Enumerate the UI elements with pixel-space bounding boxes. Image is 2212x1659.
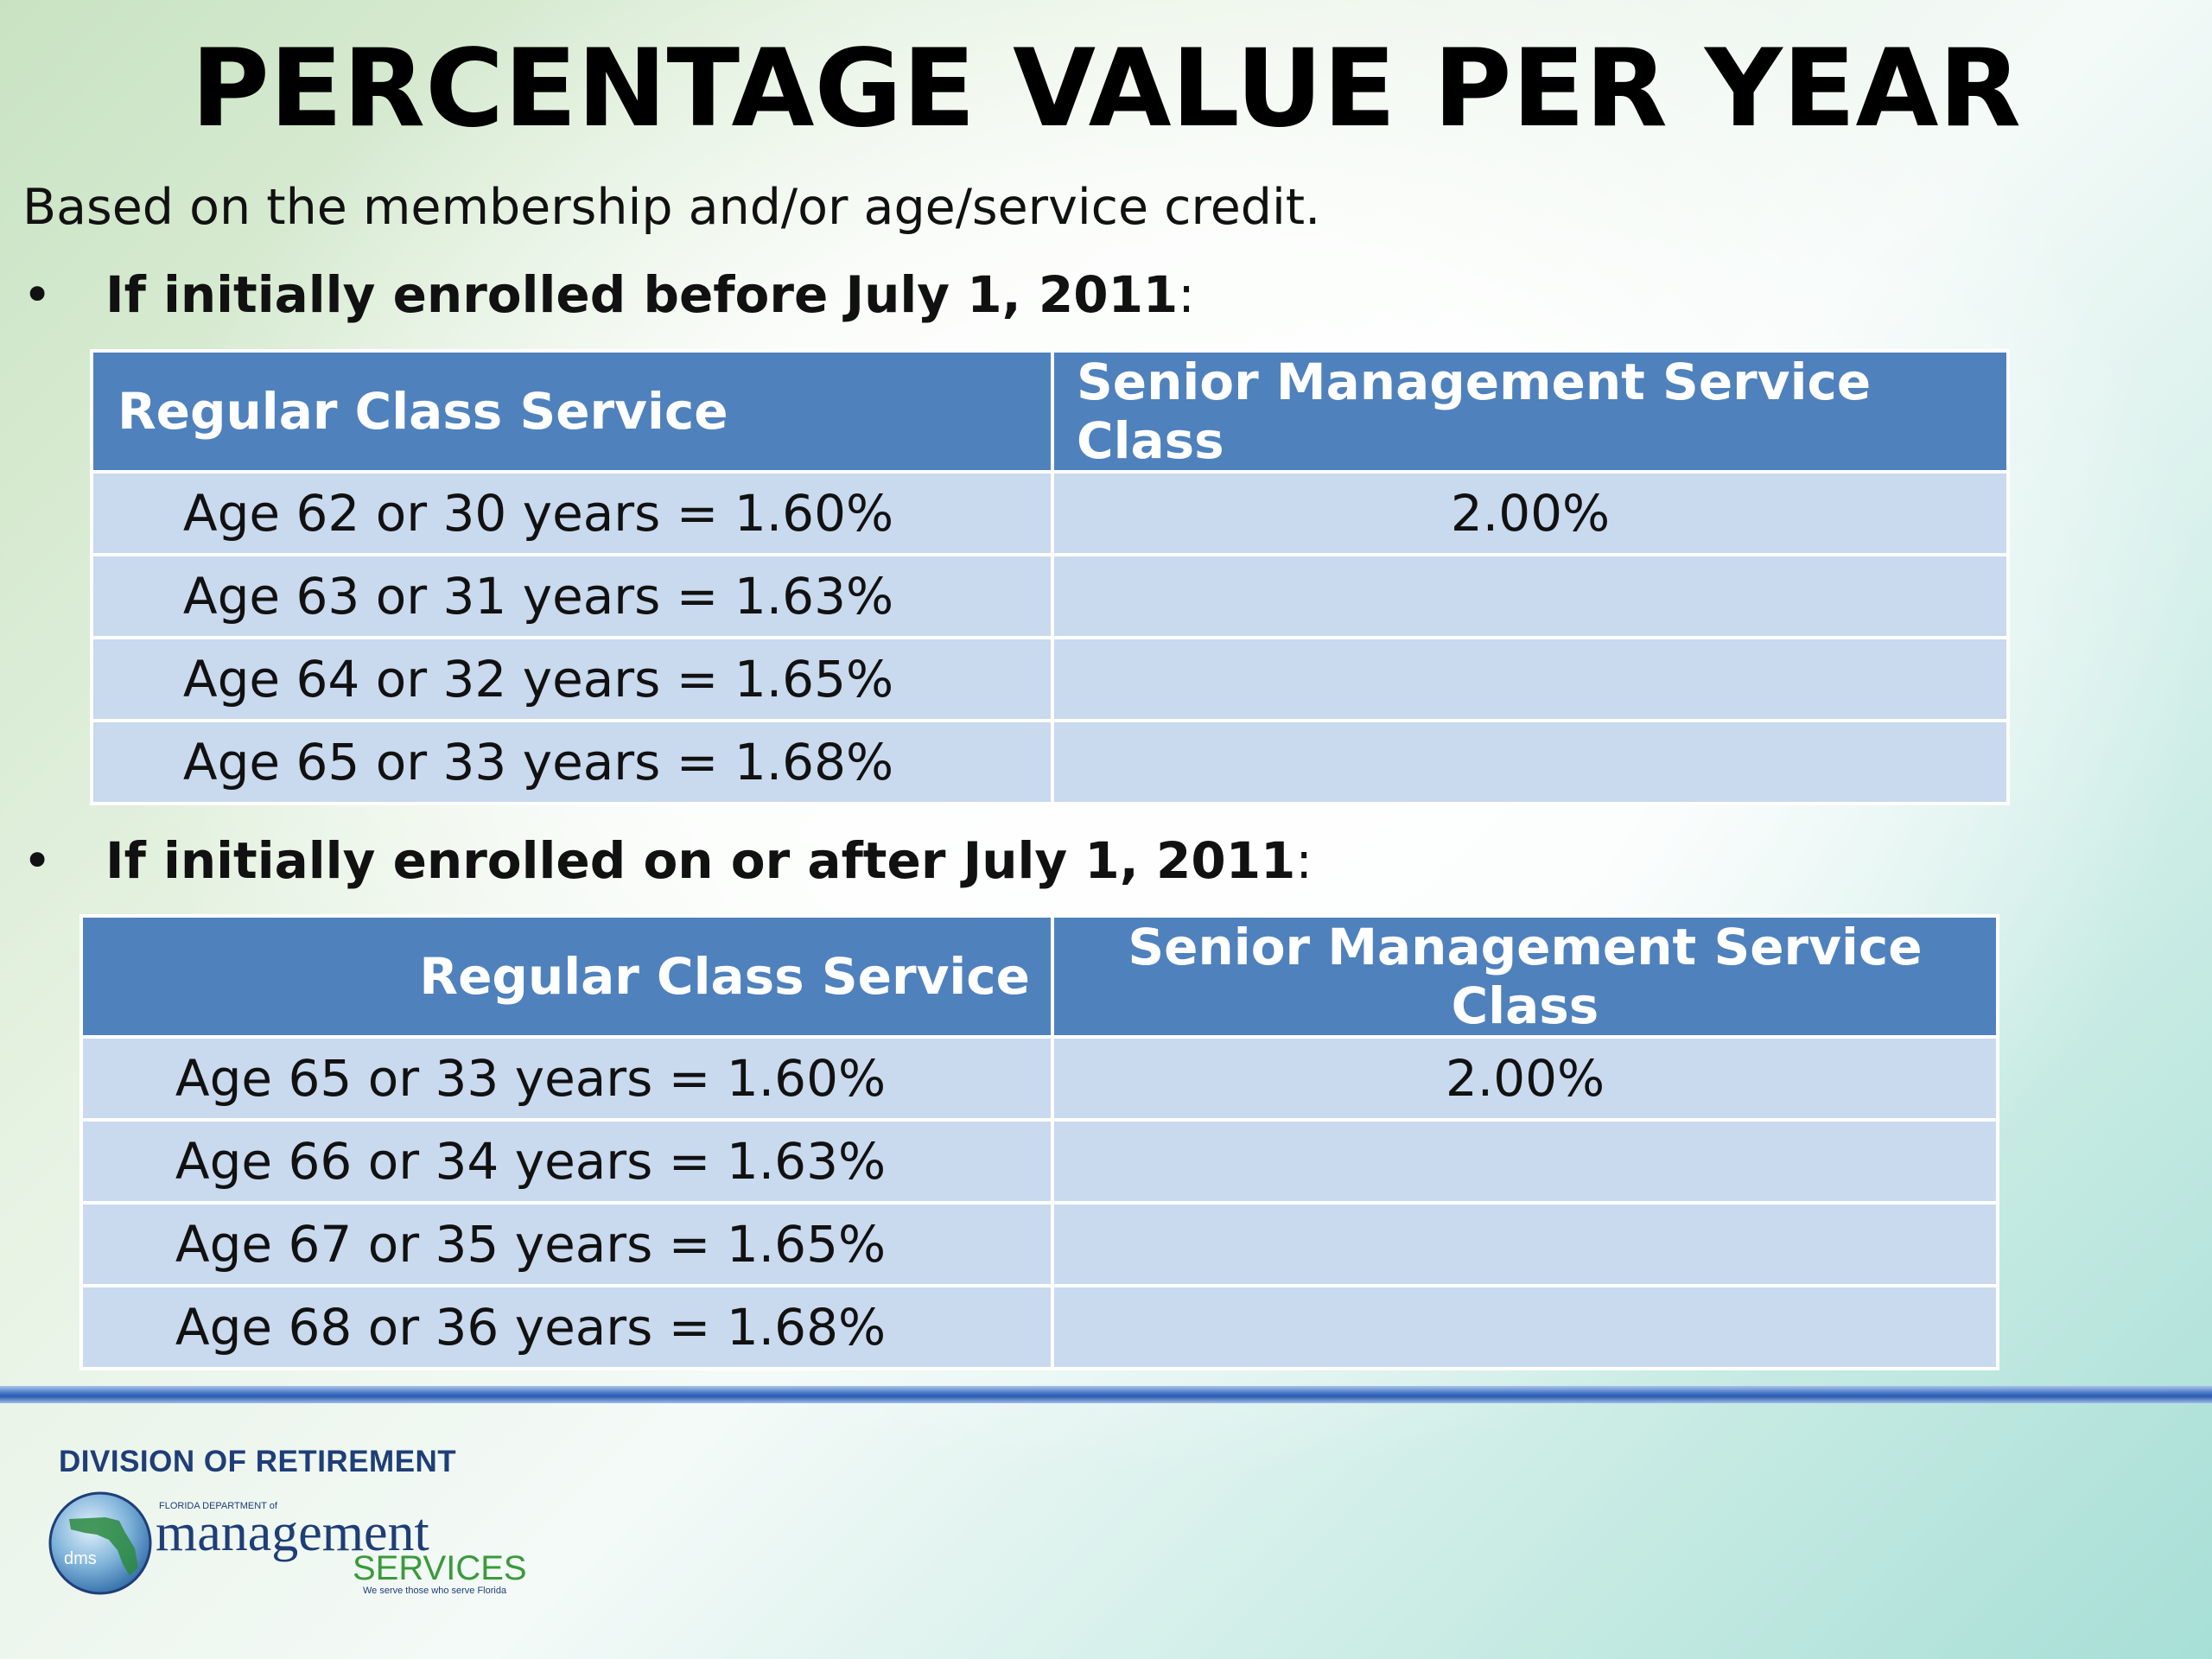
table-row: Age 67 or 35 years = 1.65% <box>79 1201 1999 1287</box>
table-row: Age 63 or 31 years = 1.63% <box>90 553 2010 639</box>
table-row: Age 65 or 33 years = 1.60% 2.00% <box>79 1035 1999 1122</box>
regular-rate-cell: Age 64 or 32 years = 1.65% <box>90 636 1054 722</box>
footer-divider <box>0 1386 2212 1403</box>
senior-rate-cell <box>1051 1118 1999 1205</box>
senior-rate-cell <box>1051 1284 1999 1370</box>
slide-title: PERCENTAGE VALUE PER YEAR <box>191 27 2021 151</box>
logo-tagline: We serve those who serve Florida <box>363 1586 507 1596</box>
dms-logo: dms FLORIDA DEPARTMENT of management SER… <box>48 1491 527 1596</box>
table-header-row: Regular Class Service Senior Management … <box>79 914 1999 1039</box>
section-1-colon: : <box>1178 265 1195 324</box>
table-row: Age 62 or 30 years = 1.60% 2.00% <box>90 470 2010 556</box>
header-regular-class: Regular Class Service <box>79 914 1054 1039</box>
slide-subtitle: Based on the membership and/or age/servi… <box>22 179 1321 236</box>
division-name: DIVISION OF RETIREMENT <box>59 1445 457 1478</box>
table-row: Age 68 or 36 years = 1.68% <box>79 1284 1999 1370</box>
section-2-colon: : <box>1295 831 1313 890</box>
logo-word-management: management <box>156 1503 429 1562</box>
regular-rate-cell: Age 62 or 30 years = 1.60% <box>90 470 1054 556</box>
rates-table-after-2011: Regular Class Service Senior Management … <box>79 914 1999 1370</box>
section-1-heading-text: If initially enrolled before July 1, 201… <box>105 265 1179 324</box>
table-row: Age 66 or 34 years = 1.63% <box>79 1118 1999 1205</box>
logo-word-services: SERVICES <box>353 1549 527 1587</box>
regular-rate-cell: Age 63 or 31 years = 1.63% <box>90 553 1054 639</box>
logo-small-caption: FLORIDA DEPARTMENT of <box>159 1501 278 1511</box>
senior-rate-cell: 2.00% <box>1051 1035 1999 1122</box>
table-header-row: Regular Class Service Senior Management … <box>90 349 2010 474</box>
logo-badge: dms <box>64 1549 97 1568</box>
senior-rate-cell <box>1051 636 2010 722</box>
section-2-heading: • If initially enrolled on or after July… <box>22 830 1313 892</box>
senior-rate-cell <box>1051 553 2010 639</box>
globe-icon <box>48 1491 152 1595</box>
senior-rate-cell <box>1051 1201 1999 1287</box>
header-senior-management: Senior Management Service Class <box>1051 349 2010 474</box>
florida-map-icon <box>69 1517 138 1576</box>
header-regular-class: Regular Class Service <box>90 349 1054 474</box>
regular-rate-cell: Age 65 or 33 years = 1.68% <box>90 719 1054 805</box>
header-senior-management: Senior Management Service Class <box>1051 914 1999 1039</box>
regular-rate-cell: Age 67 or 35 years = 1.65% <box>79 1201 1054 1287</box>
senior-rate-cell: 2.00% <box>1051 470 2010 556</box>
rates-table-before-2011: Regular Class Service Senior Management … <box>90 349 2010 805</box>
senior-rate-cell <box>1051 719 2010 805</box>
section-2-heading-text: If initially enrolled on or after July 1… <box>105 831 1296 890</box>
bullet-dot: • <box>22 831 53 890</box>
table-row: Age 65 or 33 years = 1.68% <box>90 719 2010 805</box>
table-row: Age 64 or 32 years = 1.65% <box>90 636 2010 722</box>
section-1-heading: • If initially enrolled before July 1, 2… <box>22 264 1195 326</box>
regular-rate-cell: Age 66 or 34 years = 1.63% <box>79 1118 1054 1205</box>
bullet-dot: • <box>22 265 53 324</box>
regular-rate-cell: Age 65 or 33 years = 1.60% <box>79 1035 1054 1122</box>
regular-rate-cell: Age 68 or 36 years = 1.68% <box>79 1284 1054 1370</box>
